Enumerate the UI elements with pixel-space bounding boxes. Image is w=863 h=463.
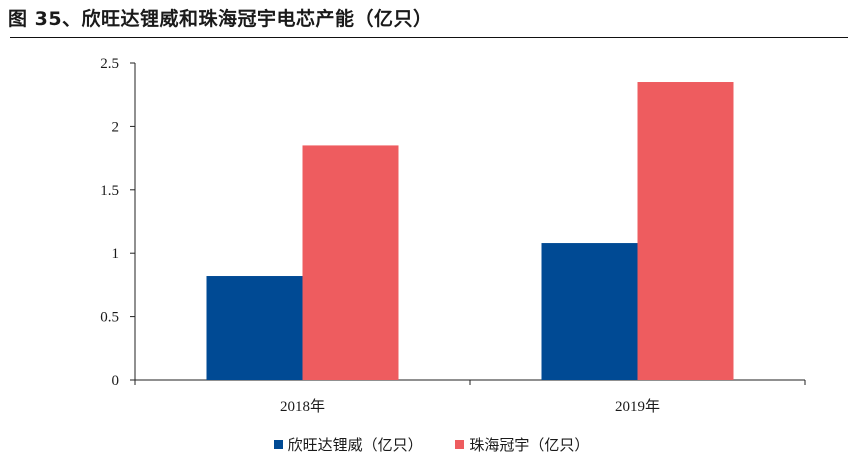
legend-swatch-zhuhaiguanyu — [455, 440, 465, 449]
legend-item-zhuhaiguanyu: 珠海冠宇（亿只） — [455, 434, 589, 455]
chart-bars — [206, 82, 734, 381]
chart-title: 图 35、欣旺达锂威和珠海冠宇电芯产能（亿只） — [8, 8, 433, 30]
bar-zhuhaiguanyu-1 — [637, 82, 734, 381]
y-tick-label: 0 — [112, 373, 120, 389]
legend-label-zhuhaiguanyu: 珠海冠宇（亿只） — [469, 436, 590, 454]
y-tick-label: 2 — [112, 119, 120, 135]
bar-xinwangda-1 — [541, 243, 638, 380]
bar-zhuhaiguanyu-0 — [302, 145, 399, 380]
chart-labels: 0 0.5 1 1.5 2 2.5 2018年 2019年 — [100, 56, 660, 415]
x-category-label: 2018年 — [280, 398, 325, 415]
bar-xinwangda-0 — [206, 276, 303, 380]
x-category-label: 2019年 — [615, 398, 660, 415]
chart-legend: 欣旺达锂威（亿只） 珠海冠宇（亿只） — [0, 434, 863, 455]
y-tick-label: 1 — [112, 246, 120, 262]
legend-swatch-xinwangda — [273, 440, 283, 449]
y-tick-label: 1.5 — [100, 183, 119, 199]
legend-item-xinwangda: 欣旺达锂威（亿只） — [273, 434, 423, 455]
y-tick-label: 0.5 — [100, 310, 119, 326]
title-underline — [10, 37, 848, 38]
legend-label-xinwangda: 欣旺达锂威（亿只） — [287, 436, 423, 454]
y-tick-label: 2.5 — [100, 56, 119, 72]
bar-chart: 0 0.5 1 1.5 2 2.5 2018年 2019年 — [100, 56, 806, 415]
